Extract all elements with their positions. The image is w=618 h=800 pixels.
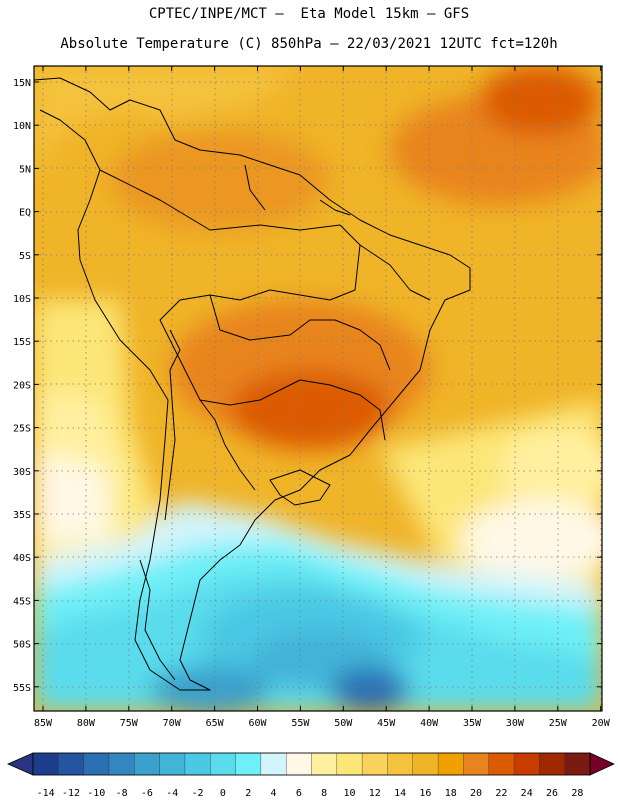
colorbar-swatch xyxy=(387,752,414,776)
colorbar-swatch xyxy=(361,752,389,776)
lon-label: 30W xyxy=(506,718,525,729)
lat-label: EQ xyxy=(19,208,31,219)
lon-label: 75W xyxy=(120,718,139,729)
graticule xyxy=(34,66,602,711)
colorbar-label: -4 xyxy=(166,788,178,799)
colorbar-label: -8 xyxy=(116,788,128,799)
latitude-axis: 15N 10N 5N EQ 5S 10S 15S 20S 25S 30S 35S 40S 45S 50S 5… xyxy=(13,78,602,694)
colorbar-over-arrow xyxy=(589,752,615,776)
colorbar-swatch xyxy=(184,752,211,776)
colorbar-under-arrow xyxy=(7,752,34,776)
colorbar-label: 6 xyxy=(296,788,302,799)
lat-label: 15S xyxy=(13,337,31,348)
lon-label: 50W xyxy=(334,718,353,729)
colorbar-swatch xyxy=(159,752,186,776)
lat-label: 20S xyxy=(13,380,31,391)
lon-label: 80W xyxy=(77,718,96,729)
colorbar-label: 26 xyxy=(546,788,558,799)
lon-label: 85W xyxy=(34,718,53,729)
temperature-field xyxy=(34,66,602,711)
lon-label: 60W xyxy=(248,718,267,729)
lat-label: 40S xyxy=(13,553,31,564)
colorbar-swatch xyxy=(83,752,110,776)
colorbar-swatch xyxy=(311,752,338,776)
colorbar-label: 2 xyxy=(245,788,251,799)
colorbar-swatch xyxy=(564,752,591,776)
map-frame xyxy=(33,65,603,712)
lat-label: 30S xyxy=(13,467,31,478)
lat-label: 15N xyxy=(13,78,31,89)
colorbar-label: 24 xyxy=(521,788,533,799)
colorbar-label: 16 xyxy=(419,788,431,799)
lat-label: 45S xyxy=(13,596,31,607)
colorbar-label: -2 xyxy=(192,788,204,799)
colorbar-swatch xyxy=(285,752,313,776)
colorbar-label: 20 xyxy=(470,788,482,799)
lon-label: 65W xyxy=(206,718,225,729)
colorbar-label: -10 xyxy=(87,788,105,799)
lon-label: 55W xyxy=(291,718,310,729)
colorbar-swatch xyxy=(58,752,85,776)
lat-label: 5S xyxy=(19,251,31,262)
colorbar-swatch xyxy=(539,752,566,776)
colorbar: -14 -12 -10 -8 -6 -4 -2 0 2 4 6 8 10 12 14 16 18 20 22 24 26… xyxy=(7,752,615,799)
colorbar-swatch xyxy=(488,752,515,776)
colorbar-border xyxy=(32,752,591,776)
colorbar-swatch xyxy=(260,752,287,776)
lon-label: 45W xyxy=(377,718,396,729)
colorbar-label: 14 xyxy=(394,788,406,799)
colorbar-label: 18 xyxy=(445,788,457,799)
colorbar-label: 22 xyxy=(495,788,507,799)
colorbar-swatch xyxy=(210,752,237,776)
colorbar-label: 4 xyxy=(271,788,277,799)
colorbar-swatch xyxy=(134,752,161,776)
coastlines xyxy=(34,77,471,691)
lat-label: 10N xyxy=(13,121,31,132)
lat-label: 35S xyxy=(13,510,31,521)
lon-label: 25W xyxy=(549,718,568,729)
colorbar-swatch xyxy=(412,752,439,776)
lat-label: 5N xyxy=(19,164,31,175)
colorbar-swatch xyxy=(336,752,363,776)
colorbar-swatch xyxy=(437,752,465,776)
colorbar-swatch xyxy=(513,752,541,776)
lat-label: 55S xyxy=(13,683,31,694)
colorbar-label: 10 xyxy=(343,788,355,799)
lon-label: 35W xyxy=(463,718,482,729)
colorbar-swatch xyxy=(463,752,490,776)
lon-label: 40W xyxy=(420,718,439,729)
longitude-axis: 85W 80W 75W 70W 65W 60W 55W 50W 45W 40W 35W 30W 25W 2… xyxy=(34,66,611,729)
colorbar-label: -12 xyxy=(62,788,80,799)
lon-label: 70W xyxy=(163,718,182,729)
colorbar-swatch xyxy=(32,752,60,776)
lat-label: 10S xyxy=(13,294,31,305)
lon-label: 20W xyxy=(592,718,611,729)
colorbar-label: -14 xyxy=(37,788,55,799)
colorbar-label: 12 xyxy=(369,788,381,799)
colorbar-label: 8 xyxy=(321,788,327,799)
chart-title-line1: CPTEC/INPE/MCT – Eta Model 15km – GFS xyxy=(148,6,470,22)
colorbar-label: -6 xyxy=(141,788,153,799)
colorbar-label: 28 xyxy=(571,788,583,799)
chart-title-line2: Absolute Temperature (C) 850hPa – 22/03/… xyxy=(60,36,558,52)
lat-label: 25S xyxy=(13,424,31,435)
colorbar-swatch xyxy=(235,752,262,776)
colorbar-swatch xyxy=(108,752,135,776)
colorbar-label: 0 xyxy=(220,788,226,799)
lat-label: 50S xyxy=(13,640,31,651)
